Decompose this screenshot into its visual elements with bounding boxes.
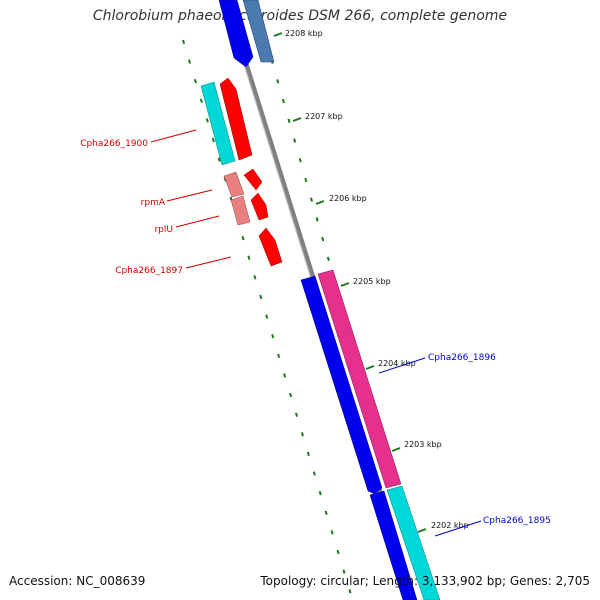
leader-line-rpmA bbox=[166, 189, 213, 202]
gene-forward-top[interactable] bbox=[218, 0, 254, 68]
guide-dash bbox=[281, 98, 285, 104]
leader-line-1896 bbox=[378, 357, 426, 374]
kbp-label-2206: 2206 kbp bbox=[329, 194, 367, 203]
leader-line-rplU bbox=[175, 215, 220, 228]
kbp-tick: 2205 kbp bbox=[340, 277, 391, 287]
guide-dash bbox=[330, 530, 334, 535]
guide-dash bbox=[321, 236, 325, 242]
kbp-tick: 2208 kbp bbox=[273, 29, 323, 38]
accession-text: Accession: NC_008639 bbox=[9, 574, 146, 588]
guide-dash bbox=[289, 392, 293, 398]
label-cpha266-1896[interactable]: Cpha266_1896 bbox=[428, 353, 496, 363]
guide-dash bbox=[324, 510, 328, 515]
guide-dash bbox=[312, 471, 316, 476]
guide-dash bbox=[306, 451, 310, 457]
feature-pale-rplU[interactable] bbox=[230, 195, 251, 226]
leader-line-1900 bbox=[150, 129, 197, 143]
label-rpmA[interactable]: rpmA bbox=[141, 198, 166, 208]
guide-dash bbox=[241, 235, 245, 241]
leader-line-1897 bbox=[185, 256, 232, 269]
guide-dash bbox=[283, 373, 287, 378]
gene-rplU[interactable] bbox=[250, 192, 269, 221]
guide-dash bbox=[265, 314, 269, 319]
guide-dash bbox=[318, 490, 322, 496]
guide-dash bbox=[271, 334, 275, 339]
guide-dash bbox=[293, 138, 297, 143]
label-cpha266-1895[interactable]: Cpha266_1895 bbox=[483, 516, 551, 526]
guide-dash bbox=[294, 412, 299, 417]
guide-dash bbox=[259, 294, 263, 300]
label-cpha266-1897[interactable]: Cpha266_1897 bbox=[115, 266, 183, 276]
guide-dash bbox=[298, 158, 302, 163]
kbp-tick: 2202 kbp bbox=[417, 521, 469, 533]
kbp-label-2207: 2207 kbp bbox=[305, 112, 343, 121]
kbp-label-2203: 2203 kbp bbox=[404, 440, 442, 449]
guide-dash bbox=[309, 197, 314, 202]
feature-pink-1896[interactable] bbox=[317, 269, 402, 489]
guide-dash bbox=[182, 39, 186, 45]
kbp-label-2204: 2204 kbp bbox=[378, 359, 416, 368]
guide-dash bbox=[253, 275, 257, 280]
gene-forward-long[interactable] bbox=[300, 275, 383, 495]
guide-dash bbox=[193, 78, 198, 84]
guide-dash bbox=[217, 157, 221, 162]
kbp-tick: 2204 kbp bbox=[365, 359, 416, 370]
feature-cyan-1900[interactable] bbox=[200, 81, 236, 166]
guide-dash bbox=[276, 79, 280, 84]
leader-line-1895 bbox=[434, 520, 482, 537]
guide-dash bbox=[211, 137, 215, 143]
kbp-tick: 2206 kbp bbox=[315, 194, 367, 205]
gene-rpmA[interactable] bbox=[243, 168, 263, 191]
genome-summary-text: Topology: circular; Length: 3,133,902 bp… bbox=[260, 574, 590, 588]
gene-steel-top[interactable] bbox=[242, 0, 275, 63]
guide-dash bbox=[187, 59, 192, 64]
guide-dash bbox=[326, 256, 330, 261]
label-cpha266-1900[interactable]: Cpha266_1900 bbox=[80, 139, 148, 149]
gene-forward-bottom[interactable] bbox=[369, 490, 418, 600]
gene-cpha266-1900[interactable] bbox=[219, 77, 253, 161]
gene-cpha266-1897[interactable] bbox=[258, 227, 283, 267]
map-title: Chlorobium phaeobacteroides DSM 266, com… bbox=[92, 8, 508, 24]
label-rplU[interactable]: rplU bbox=[154, 225, 173, 235]
guide-dash bbox=[348, 589, 352, 594]
kbp-tick: 2207 kbp bbox=[292, 112, 343, 122]
kbp-label-2205: 2205 kbp bbox=[353, 277, 391, 286]
kbp-label-2208: 2208 kbp bbox=[285, 29, 323, 38]
guide-dash bbox=[304, 177, 308, 183]
guide-dash bbox=[287, 118, 291, 123]
guide-dash bbox=[300, 432, 304, 437]
guide-dash bbox=[247, 255, 251, 260]
guide-dash bbox=[315, 217, 319, 222]
guide-dash bbox=[277, 353, 281, 359]
kbp-tick: 2203 kbp bbox=[391, 440, 442, 452]
guide-dash bbox=[342, 569, 346, 574]
feature-pale-rpmA[interactable] bbox=[223, 171, 245, 198]
feature-cyan-1895[interactable] bbox=[386, 485, 441, 600]
guide-dash bbox=[336, 549, 340, 555]
guide-dash bbox=[199, 98, 203, 103]
guide-dash bbox=[205, 118, 209, 123]
kbp-label-2202: 2202 kbp bbox=[431, 521, 469, 530]
